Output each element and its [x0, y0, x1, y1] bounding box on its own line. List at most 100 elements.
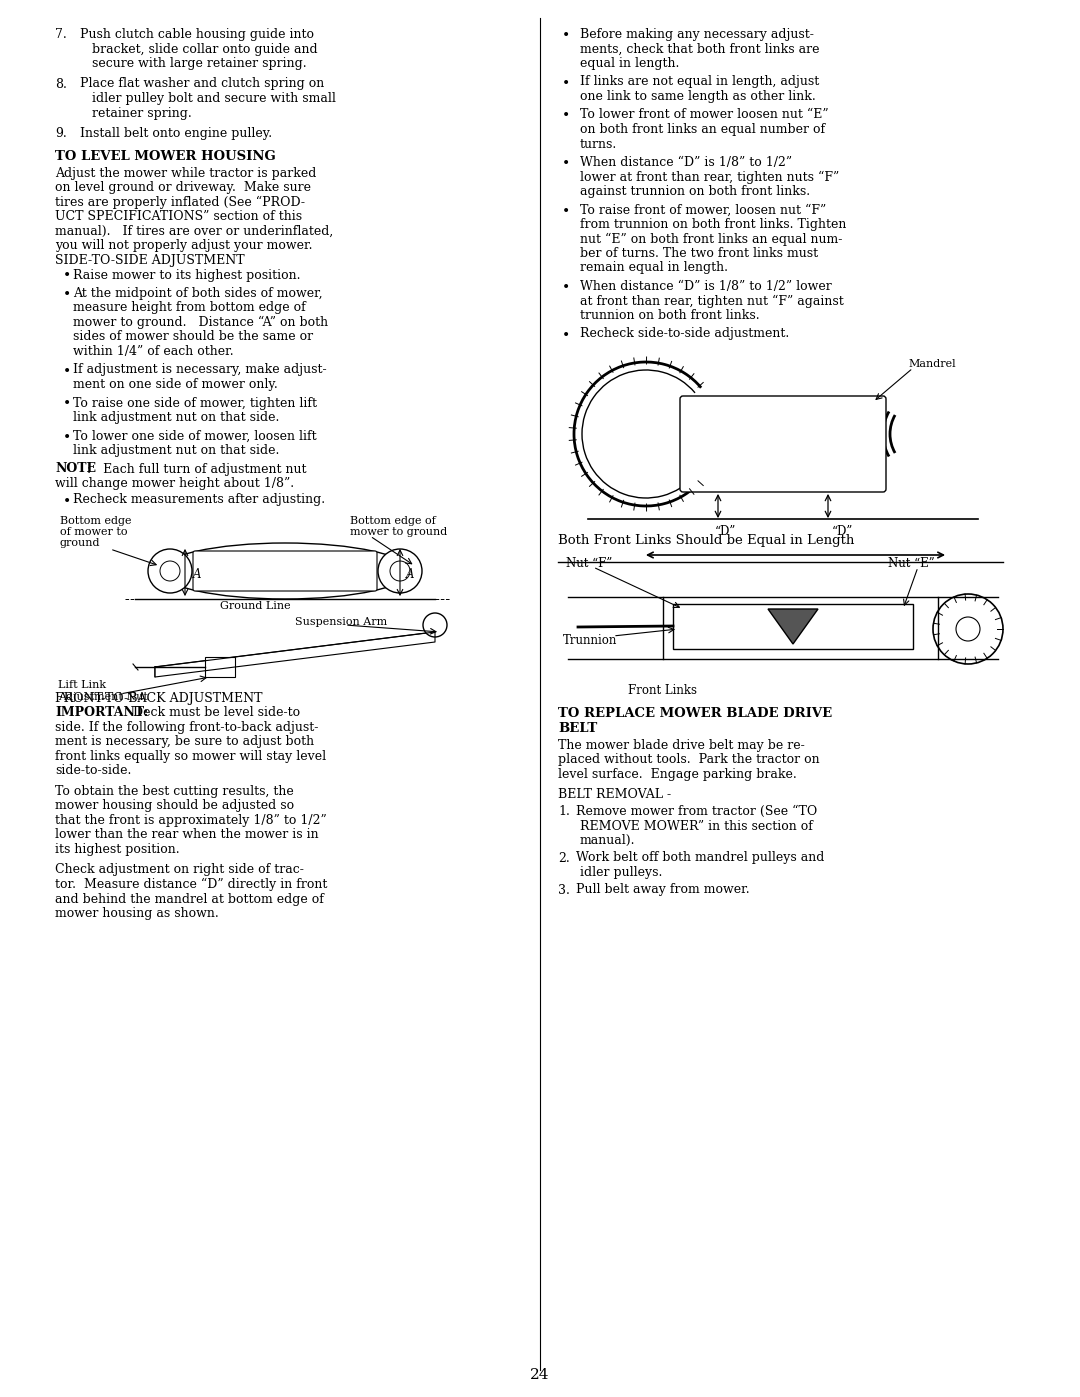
Text: measure height from bottom edge of: measure height from bottom edge of: [73, 302, 306, 314]
Text: To raise front of mower, loosen nut “F”: To raise front of mower, loosen nut “F”: [580, 204, 826, 217]
Text: “D”: “D”: [832, 525, 853, 538]
Text: •: •: [63, 495, 71, 509]
Text: When distance “D” is 1/8” to 1/2” lower: When distance “D” is 1/8” to 1/2” lower: [580, 279, 832, 293]
Text: 24: 24: [530, 1368, 550, 1382]
Text: on both front links an equal number of: on both front links an equal number of: [580, 123, 825, 136]
Text: •: •: [63, 270, 71, 284]
Text: and behind the mandrel at bottom edge of: and behind the mandrel at bottom edge of: [55, 893, 324, 905]
Circle shape: [390, 562, 410, 581]
Text: nut “E” on both front links an equal num-: nut “E” on both front links an equal num…: [580, 232, 842, 246]
Polygon shape: [156, 631, 435, 678]
Text: If adjustment is necessary, make adjust-: If adjustment is necessary, make adjust-: [73, 363, 326, 377]
Text: Deck must be level side-to: Deck must be level side-to: [125, 707, 300, 719]
Text: :   Each full turn of adjustment nut: : Each full turn of adjustment nut: [87, 462, 307, 475]
Text: Adjust the mower while tractor is parked: Adjust the mower while tractor is parked: [55, 168, 316, 180]
Text: NOTE: NOTE: [55, 462, 96, 475]
Text: turns.: turns.: [580, 137, 618, 151]
Text: link adjustment nut on that side.: link adjustment nut on that side.: [73, 411, 280, 425]
Text: Nut “F”: Nut “F”: [566, 557, 612, 570]
Text: •: •: [562, 204, 570, 218]
Text: will change mower height about 1/8”.: will change mower height about 1/8”.: [55, 476, 294, 490]
Text: •: •: [63, 430, 71, 444]
Text: mower to ground: mower to ground: [350, 527, 447, 536]
Text: within 1/4” of each other.: within 1/4” of each other.: [73, 345, 233, 358]
Circle shape: [160, 562, 180, 581]
Text: A: A: [193, 567, 202, 581]
Text: •: •: [562, 29, 570, 43]
Text: placed without tools.  Park the tractor on: placed without tools. Park the tractor o…: [558, 753, 820, 767]
Text: lower at front than rear, tighten nuts “F”: lower at front than rear, tighten nuts “…: [580, 170, 839, 184]
Bar: [205, 657, 235, 678]
Text: Raise mower to its highest position.: Raise mower to its highest position.: [73, 268, 300, 282]
Text: mower housing should be adjusted so: mower housing should be adjusted so: [55, 799, 294, 813]
Text: To obtain the best cutting results, the: To obtain the best cutting results, the: [55, 785, 294, 798]
Text: Bottom edge of: Bottom edge of: [350, 515, 435, 527]
Circle shape: [378, 549, 422, 592]
Text: The mower blade drive belt may be re-: The mower blade drive belt may be re-: [558, 739, 805, 752]
Text: Remove mower from tractor (See “TO: Remove mower from tractor (See “TO: [576, 805, 818, 819]
Text: sides of mower should be the same or: sides of mower should be the same or: [73, 331, 313, 344]
Text: Place flat washer and clutch spring on: Place flat washer and clutch spring on: [80, 77, 324, 91]
Text: tires are properly inflated (See “PROD-: tires are properly inflated (See “PROD-: [55, 196, 305, 210]
Text: remain equal in length.: remain equal in length.: [580, 261, 728, 274]
Text: mower to ground.   Distance “A” on both: mower to ground. Distance “A” on both: [73, 316, 328, 330]
Text: retainer spring.: retainer spring.: [92, 106, 192, 120]
Text: lower than the rear when the mower is in: lower than the rear when the mower is in: [55, 828, 319, 841]
Text: When distance “D” is 1/8” to 1/2”: When distance “D” is 1/8” to 1/2”: [580, 156, 792, 169]
Text: Work belt off both mandrel pulleys and: Work belt off both mandrel pulleys and: [576, 852, 824, 865]
Text: side-to-side.: side-to-side.: [55, 764, 132, 778]
Text: 7.: 7.: [55, 28, 67, 41]
Text: At the midpoint of both sides of mower,: At the midpoint of both sides of mower,: [73, 286, 323, 300]
Text: Adjustment Nut: Adjustment Nut: [58, 692, 148, 703]
Text: “D”: “D”: [715, 525, 737, 538]
Text: TO LEVEL MOWER HOUSING: TO LEVEL MOWER HOUSING: [55, 149, 275, 162]
Text: mower housing as shown.: mower housing as shown.: [55, 907, 219, 921]
Text: link adjustment nut on that side.: link adjustment nut on that side.: [73, 444, 280, 457]
Text: Mandrel: Mandrel: [908, 359, 956, 369]
Text: 1.: 1.: [558, 805, 570, 819]
Text: Front Links: Front Links: [627, 685, 697, 697]
Text: Recheck measurements after adjusting.: Recheck measurements after adjusting.: [73, 493, 325, 507]
Text: Trunnion: Trunnion: [563, 634, 618, 647]
Text: 2.: 2.: [558, 852, 570, 865]
Text: ber of turns. The two front links must: ber of turns. The two front links must: [580, 247, 819, 260]
Text: •: •: [562, 156, 570, 170]
Text: To lower one side of mower, loosen lift: To lower one side of mower, loosen lift: [73, 429, 316, 443]
Text: If links are not equal in length, adjust: If links are not equal in length, adjust: [580, 75, 820, 88]
Text: BELT: BELT: [558, 721, 597, 735]
Text: To lower front of mower loosen nut “E”: To lower front of mower loosen nut “E”: [580, 109, 828, 122]
Text: •: •: [562, 77, 570, 91]
Text: secure with large retainer spring.: secure with large retainer spring.: [92, 57, 307, 70]
Text: Install belt onto engine pulley.: Install belt onto engine pulley.: [80, 127, 272, 140]
Text: ground: ground: [60, 538, 100, 548]
Text: To raise one side of mower, tighten lift: To raise one side of mower, tighten lift: [73, 397, 318, 409]
Text: Check adjustment on right side of trac-: Check adjustment on right side of trac-: [55, 863, 303, 876]
Text: •: •: [562, 328, 570, 342]
Text: FRONT-TO-BACK ADJUSTMENT: FRONT-TO-BACK ADJUSTMENT: [55, 692, 262, 705]
Polygon shape: [156, 633, 436, 678]
Text: side. If the following front-to-back adjust-: side. If the following front-to-back adj…: [55, 721, 319, 733]
Text: •: •: [63, 398, 71, 412]
Circle shape: [148, 549, 192, 592]
Text: Before making any necessary adjust-: Before making any necessary adjust-: [580, 28, 814, 41]
Polygon shape: [768, 609, 818, 644]
Text: Suspension Arm: Suspension Arm: [295, 617, 388, 627]
Text: of mower to: of mower to: [60, 527, 127, 536]
Text: one link to same length as other link.: one link to same length as other link.: [580, 89, 815, 103]
Text: bracket, slide collar onto guide and: bracket, slide collar onto guide and: [92, 42, 318, 56]
Text: tor.  Measure distance “D” directly in front: tor. Measure distance “D” directly in fr…: [55, 877, 327, 891]
Circle shape: [956, 617, 980, 641]
Text: ments, check that both front links are: ments, check that both front links are: [580, 42, 820, 56]
Text: 9.: 9.: [55, 127, 67, 140]
Text: manual).   If tires are over or underinflated,: manual). If tires are over or underinfla…: [55, 225, 334, 237]
Text: Pull belt away from mower.: Pull belt away from mower.: [576, 883, 750, 897]
Text: 8.: 8.: [55, 77, 67, 91]
Text: level surface.  Engage parking brake.: level surface. Engage parking brake.: [558, 768, 797, 781]
Text: Bottom edge: Bottom edge: [60, 515, 132, 527]
Text: at front than rear, tighten nut “F” against: at front than rear, tighten nut “F” agai…: [580, 295, 843, 307]
Text: IMPORTANT:: IMPORTANT:: [55, 707, 148, 719]
Text: •: •: [63, 365, 71, 379]
Text: BELT REMOVAL -: BELT REMOVAL -: [558, 788, 671, 802]
Text: UCT SPECIFICATIONS” section of this: UCT SPECIFICATIONS” section of this: [55, 211, 302, 224]
Text: trunnion on both front links.: trunnion on both front links.: [580, 309, 759, 321]
